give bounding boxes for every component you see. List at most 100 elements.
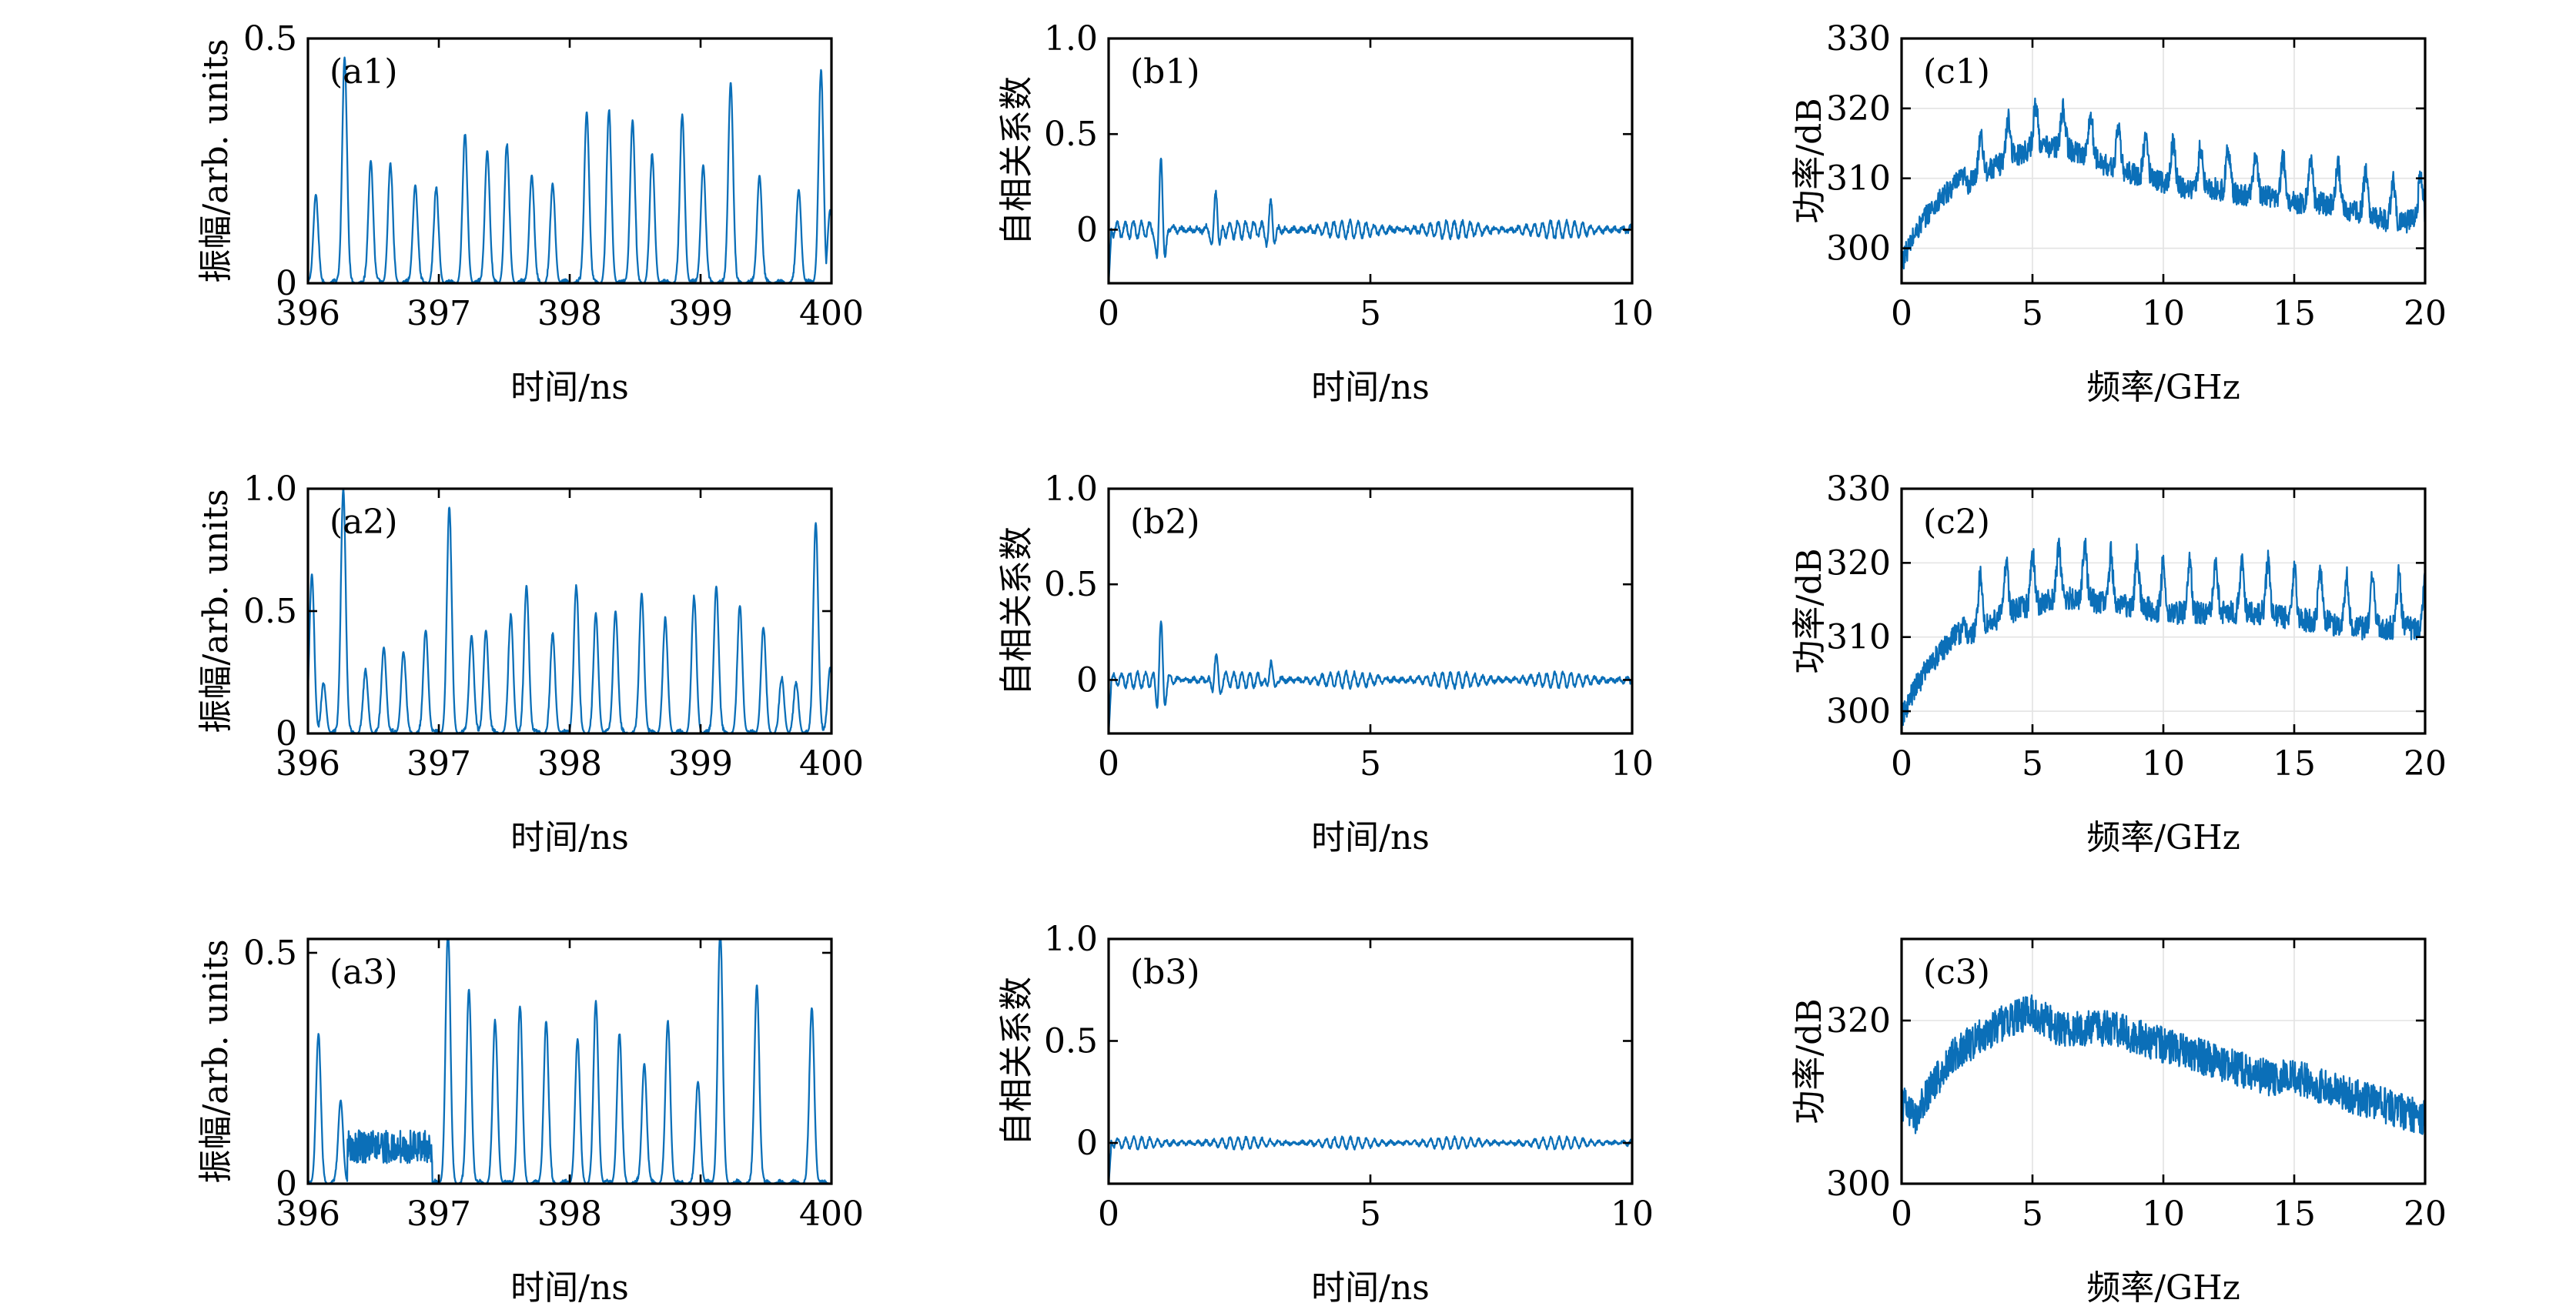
y-tick-label: 0 [1076, 660, 1098, 700]
y-tick-label: 0.5 [1044, 565, 1098, 604]
x-tick-label: 15 [2273, 294, 2316, 333]
y-tick-label: 0 [276, 1164, 297, 1204]
x-tick-label: 20 [2404, 294, 2447, 333]
y-axis-label: 自相关系数 [997, 76, 1036, 246]
y-tick-label: 320 [1826, 89, 1891, 129]
panel-label: (a3) [330, 953, 398, 992]
x-tick-label: 0 [1098, 1194, 1119, 1234]
y-tick-label: 330 [1826, 469, 1891, 509]
x-axis-label: 时间/ns [510, 818, 629, 857]
x-tick-label: 0 [1891, 294, 1912, 333]
y-tick-label: 300 [1826, 692, 1891, 731]
x-tick-label: 0 [1098, 744, 1119, 783]
x-tick-label: 10 [2142, 294, 2185, 333]
x-tick-label: 398 [537, 744, 602, 783]
y-axis-label: 功率/dB [1790, 98, 1829, 223]
series-line-c1 [1902, 97, 2425, 270]
panel-a2: 396 397 398 399 400 0 0.5 1.0 (a2) 时间/ns 振幅/arb. u… [196, 469, 864, 857]
y-tick-label: 300 [1826, 1164, 1891, 1204]
panel-c2: 0 5 10 15 20 300 310 320 330 (c2) 频率/GHz 功率/dB [1790, 469, 2447, 857]
panel-label: (a2) [330, 503, 398, 542]
x-tick-label: 400 [799, 744, 864, 783]
y-tick-label: 300 [1826, 229, 1891, 269]
x-tick-label: 400 [799, 294, 864, 333]
x-tick-label: 397 [406, 1194, 471, 1234]
panel-b3: 0 5 10 0 0.5 1.0 (b3) 时间/ns 自相关系数 [997, 920, 1654, 1303]
series-line-b1 [1109, 157, 1632, 283]
x-tick-label: 397 [406, 744, 471, 783]
panel-label: (a1) [330, 52, 398, 92]
y-axis-label: 功率/dB [1790, 998, 1829, 1124]
x-tick-label: 396 [276, 744, 340, 783]
panel-b2: 0 5 10 0 0.5 1.0 (b2) 时间/ns 自相关系数 [997, 469, 1654, 857]
x-tick-label: 0 [1098, 294, 1119, 333]
x-tick-label: 15 [2273, 744, 2316, 783]
x-tick-label: 5 [1360, 744, 1381, 783]
x-tick-label: 15 [2273, 1194, 2316, 1234]
x-tick-label: 10 [2142, 1194, 2185, 1234]
y-axis-label: 功率/dB [1790, 548, 1829, 673]
y-axis-label: 振幅/arb. units [196, 38, 236, 282]
y-tick-label: 1.0 [1044, 19, 1098, 58]
x-tick-label: 400 [799, 1194, 864, 1234]
x-axis-label: 时间/ns [510, 368, 629, 407]
y-tick-label: 320 [1826, 543, 1891, 583]
panel-label: (c1) [1923, 52, 1990, 92]
y-tick-label: 0 [1076, 210, 1098, 249]
panel-b1: 0 5 10 0 0.5 1.0 (b1) 时间/ns 自相关系数 [997, 19, 1654, 407]
y-tick-label: 330 [1826, 19, 1891, 58]
x-tick-label: 10 [1611, 1194, 1654, 1234]
series-line-c3 [1902, 994, 2425, 1135]
x-tick-label: 396 [276, 294, 340, 333]
x-tick-label: 0 [1891, 1194, 1912, 1234]
x-tick-label: 399 [668, 1194, 733, 1234]
panel-c1: 0 5 10 15 20 300 310 320 330 (c1) 频率/GHz 功率/dB [1790, 19, 2447, 407]
y-tick-label: 1.0 [243, 469, 297, 509]
x-tick-label: 399 [668, 294, 733, 333]
y-axis-label: 振幅/arb. units [196, 939, 236, 1183]
x-axis-label: 时间/ns [510, 1268, 629, 1303]
x-tick-label: 397 [406, 294, 471, 333]
x-tick-label: 20 [2404, 744, 2447, 783]
x-tick-label: 5 [2022, 1194, 2043, 1234]
y-tick-label: 310 [1826, 159, 1891, 199]
panel-label: (b2) [1130, 503, 1200, 542]
x-axis-label: 频率/GHz [2086, 818, 2240, 857]
y-tick-label: 310 [1826, 618, 1891, 657]
x-tick-label: 5 [2022, 744, 2043, 783]
y-axis-label: 自相关系数 [997, 977, 1036, 1146]
y-axis-label: 振幅/arb. units [196, 489, 236, 733]
x-tick-label: 398 [537, 294, 602, 333]
panel-label: (c2) [1923, 503, 1990, 542]
panel-a3: 396 397 398 399 400 0 0.5 (a3) 时间/ns 振幅/arb. unit… [196, 934, 864, 1303]
x-tick-label: 10 [1611, 294, 1654, 333]
x-tick-label: 398 [537, 1194, 602, 1234]
x-axis-label: 时间/ns [1311, 818, 1430, 857]
x-axis-label: 时间/ns [1311, 1268, 1430, 1303]
y-axis-label: 自相关系数 [997, 526, 1036, 696]
y-tick-label: 0.5 [1044, 1022, 1098, 1061]
series-line-b3 [1109, 1134, 1632, 1184]
y-tick-label: 0.5 [243, 592, 297, 631]
x-axis-label: 时间/ns [1311, 368, 1430, 407]
x-tick-label: 5 [1360, 294, 1381, 333]
x-tick-label: 10 [2142, 744, 2185, 783]
panel-label: (b1) [1130, 52, 1200, 92]
y-tick-label: 320 [1826, 1001, 1891, 1041]
x-tick-label: 399 [668, 744, 733, 783]
y-tick-label: 0 [276, 714, 297, 753]
y-tick-label: 0.5 [243, 19, 297, 58]
x-axis-label: 频率/GHz [2086, 368, 2240, 407]
y-tick-label: 0 [1076, 1124, 1098, 1163]
series-line-b2 [1109, 620, 1632, 733]
series-line-c2 [1902, 537, 2425, 727]
x-tick-label: 20 [2404, 1194, 2447, 1234]
x-tick-label: 5 [1360, 1194, 1381, 1234]
y-tick-label: 0.5 [1044, 115, 1098, 154]
x-tick-label: 0 [1891, 744, 1912, 783]
panel-label: (c3) [1923, 953, 1990, 992]
y-tick-label: 1.0 [1044, 469, 1098, 509]
x-tick-label: 10 [1611, 744, 1654, 783]
y-tick-label: 0 [276, 264, 297, 303]
